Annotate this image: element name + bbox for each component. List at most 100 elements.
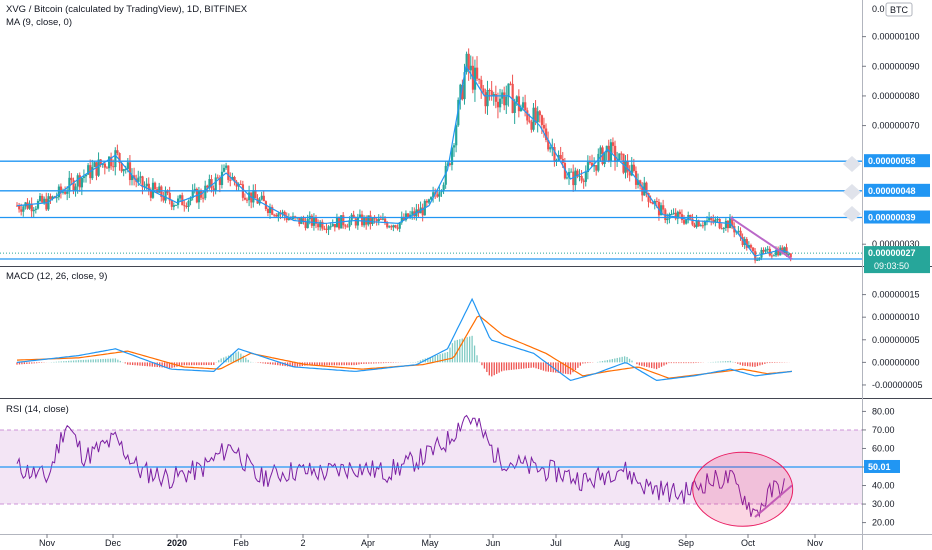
candle-body xyxy=(93,162,96,167)
candle-body xyxy=(463,72,466,100)
candle-body xyxy=(112,166,115,168)
macd-panel[interactable] xyxy=(16,297,792,382)
candle-body xyxy=(530,121,533,130)
candle-body xyxy=(720,228,723,230)
candle-body xyxy=(323,228,326,230)
candle-body xyxy=(760,249,763,258)
candle-body xyxy=(202,197,205,199)
candle-body xyxy=(469,65,472,71)
candle-body xyxy=(137,177,140,182)
rsi-level-label: 50.01 xyxy=(868,462,891,472)
trendline[interactable] xyxy=(729,216,793,260)
candle-body xyxy=(517,96,521,112)
candle-body xyxy=(99,159,102,165)
candle-body xyxy=(108,156,111,169)
candle-body xyxy=(549,147,552,150)
candle-body xyxy=(593,165,596,167)
candle-body xyxy=(542,124,546,129)
candle-body xyxy=(783,247,786,254)
candle-body xyxy=(436,194,439,197)
candle-body xyxy=(361,214,364,226)
candle-body xyxy=(208,179,211,188)
x-tick-label: Apr xyxy=(361,538,375,548)
candle-body xyxy=(421,207,424,216)
candle-body xyxy=(538,111,541,116)
candle-body xyxy=(572,171,575,186)
y-tick-label: 0.00000015 xyxy=(872,290,920,300)
candle-body xyxy=(499,98,502,108)
y-tick-label: 40.00 xyxy=(872,481,895,491)
candle-body xyxy=(488,89,491,91)
x-tick-label: Nov xyxy=(39,538,56,548)
candle-body xyxy=(762,249,765,252)
candle-body xyxy=(317,223,320,228)
countdown-label: 09:03:50 xyxy=(874,261,909,271)
candle-body xyxy=(114,150,117,168)
candle-body xyxy=(183,205,186,207)
candle-body xyxy=(59,186,63,193)
candle-body xyxy=(588,162,592,164)
candle-body xyxy=(739,230,742,238)
candle-body xyxy=(352,214,355,219)
candle-body xyxy=(568,171,571,178)
candle-body xyxy=(66,191,69,194)
candle-body xyxy=(162,196,165,201)
candle-body xyxy=(139,176,142,178)
candle-body xyxy=(275,214,278,217)
x-tick-label: Aug xyxy=(614,538,630,548)
candle-body xyxy=(505,96,508,106)
candle-body xyxy=(574,170,577,186)
y-tick-label: 0.0 xyxy=(872,4,885,14)
candle-body xyxy=(333,224,337,228)
arrow-up-icon[interactable] xyxy=(843,184,861,200)
candle-body xyxy=(103,163,107,168)
arrow-up-icon[interactable] xyxy=(843,156,861,172)
candle-body xyxy=(787,253,790,256)
candle-body xyxy=(154,182,157,190)
candle-body xyxy=(461,84,464,100)
candle-body xyxy=(578,176,581,178)
candle-body xyxy=(62,191,65,193)
candle-body xyxy=(478,78,481,80)
arrow-up-icon[interactable] xyxy=(843,206,861,222)
candle-body xyxy=(55,197,58,199)
candle-body xyxy=(651,202,654,205)
candle-body xyxy=(545,128,548,141)
candle-body xyxy=(172,205,176,207)
candle-body xyxy=(212,188,215,191)
candle-body xyxy=(450,147,454,165)
candle-body xyxy=(72,180,75,192)
price-axis[interactable]: 0.00000100 0.00000090 0.00000080 0.00000070… xyxy=(862,4,930,528)
candle-body xyxy=(166,190,169,193)
candle-body xyxy=(384,218,387,223)
candle-body xyxy=(377,218,380,222)
rsi-ellipse[interactable] xyxy=(692,451,794,527)
y-tick-label: 0.00000000 xyxy=(872,357,920,367)
macd-legend: MACD (12, 26, close, 9) xyxy=(6,271,107,282)
price-panel[interactable] xyxy=(0,48,862,264)
candle-body xyxy=(712,219,715,223)
candle-body xyxy=(22,206,25,212)
candle-body xyxy=(26,202,29,209)
candle-body xyxy=(649,201,652,203)
candle-body xyxy=(78,175,81,188)
currency-badge[interactable] xyxy=(885,2,913,17)
candle-body xyxy=(737,230,740,232)
candle-body xyxy=(57,186,61,198)
time-axis[interactable]: Nov Dec 2020 Feb 2 Apr May Jun Jul Aug Sep Oct Nov xyxy=(39,534,824,548)
candle-body xyxy=(772,255,776,257)
y-tick-label: 0.00000080 xyxy=(872,91,920,101)
candle-body xyxy=(386,222,389,228)
candle-body xyxy=(591,162,594,167)
candle-body xyxy=(515,96,518,103)
candle-body xyxy=(223,167,226,172)
candle-body xyxy=(507,83,510,97)
signal-line xyxy=(16,315,792,379)
rsi-trendline[interactable] xyxy=(754,484,793,518)
x-tick-label: Jul xyxy=(550,538,562,548)
candle-body xyxy=(32,209,35,212)
candle-body xyxy=(394,225,397,228)
candle-body xyxy=(699,225,702,227)
rsi-panel[interactable] xyxy=(0,414,862,527)
